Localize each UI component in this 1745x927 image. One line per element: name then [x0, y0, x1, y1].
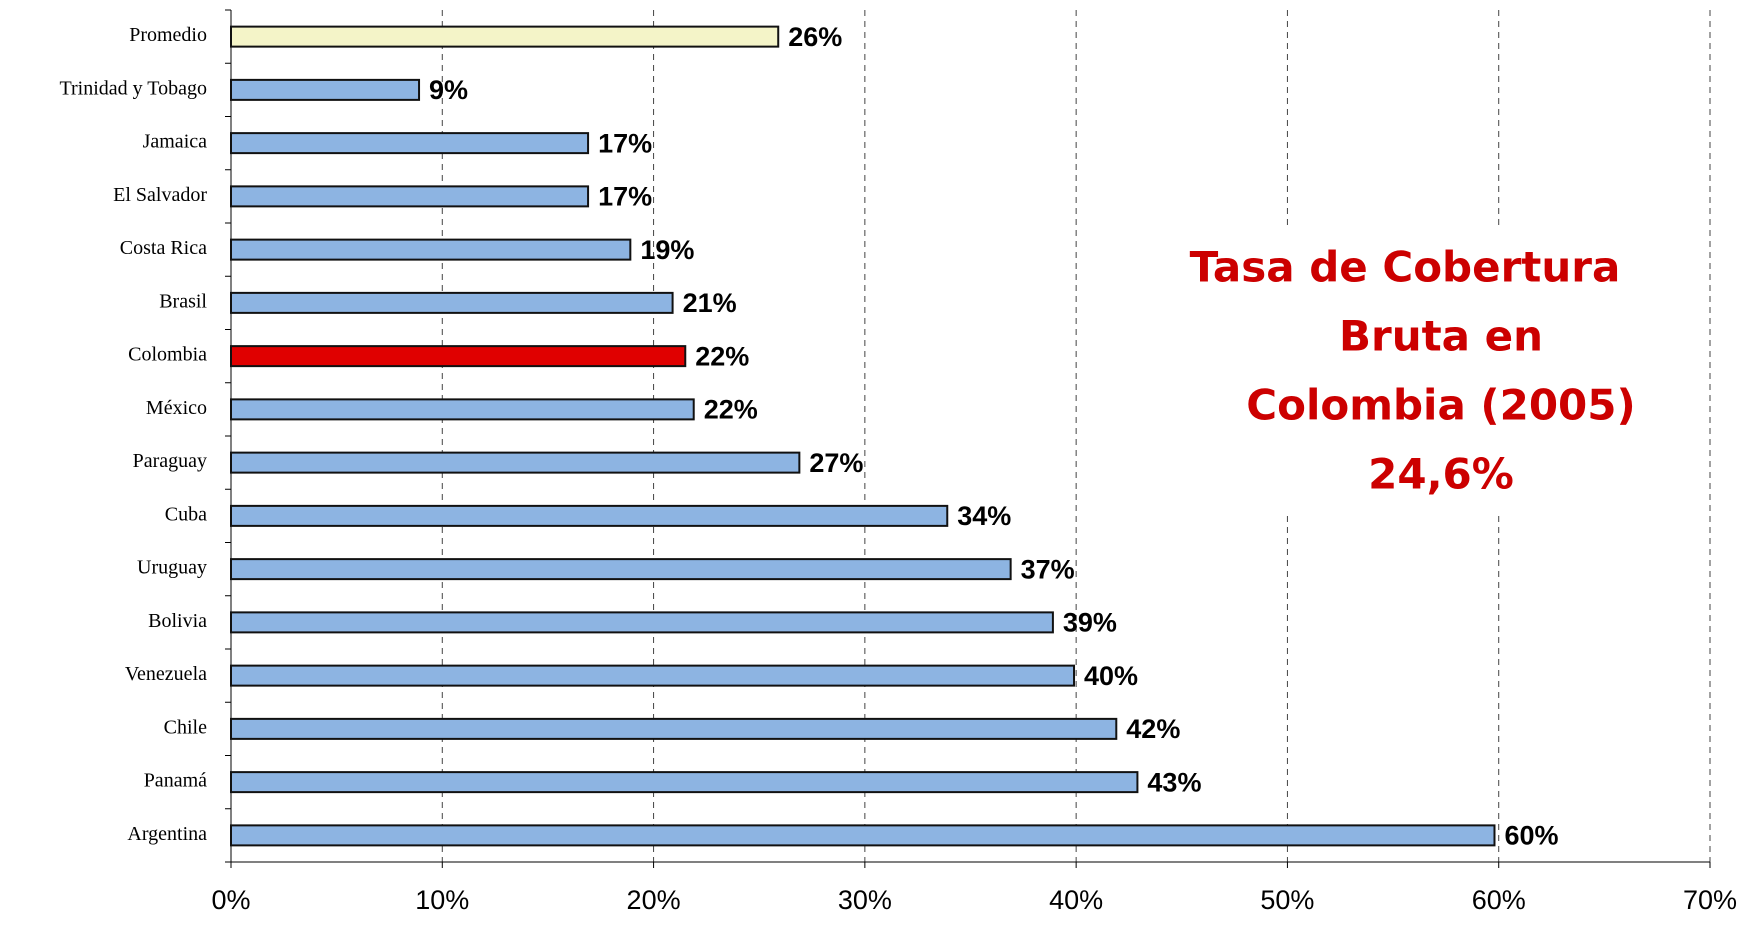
y-tick-label: Paraguay: [133, 450, 207, 472]
y-tick-label: El Salvador: [113, 184, 207, 206]
x-tick-label: 20%: [627, 885, 681, 915]
x-tick-label: 60%: [1472, 885, 1526, 915]
value-label: 40%: [1084, 661, 1138, 691]
value-label: 22%: [695, 341, 749, 371]
bar: [230, 398, 695, 421]
bar: [230, 238, 632, 261]
value-label: 22%: [704, 395, 758, 425]
value-label: 60%: [1504, 821, 1558, 851]
x-tick-label: 30%: [838, 885, 892, 915]
value-label: 43%: [1147, 767, 1201, 797]
x-tick-label: 40%: [1049, 885, 1103, 915]
bar: [230, 291, 674, 314]
value-label: 27%: [809, 448, 863, 478]
y-tick-label: Argentina: [127, 823, 207, 845]
y-tick-label: México: [146, 397, 207, 419]
annotation: 24,6%: [1368, 450, 1514, 499]
y-tick-label: Trinidad y Tobago: [60, 77, 208, 99]
bar: [230, 771, 1139, 794]
y-tick-label: Chile: [164, 716, 207, 738]
y-tick-label: Uruguay: [137, 557, 207, 579]
bar: [230, 664, 1076, 687]
bar: [230, 611, 1054, 634]
value-label: 17%: [598, 128, 652, 158]
value-label: 26%: [788, 22, 842, 52]
annotation: Colombia (2005): [1246, 381, 1635, 430]
x-tick-label: 70%: [1683, 885, 1737, 915]
bar: [230, 824, 1496, 847]
y-tick-label: Panamá: [144, 770, 207, 792]
value-label: 39%: [1063, 608, 1117, 638]
annotation: Bruta en: [1339, 312, 1543, 361]
y-tick-label: Venezuela: [125, 663, 207, 685]
y-tick-label: Costa Rica: [120, 237, 207, 259]
bar: [230, 717, 1118, 740]
x-tick-label: 10%: [415, 885, 469, 915]
bar: [230, 132, 590, 155]
value-label: 37%: [1021, 554, 1075, 584]
annotation-background: [1180, 225, 1650, 515]
value-label: 21%: [683, 288, 737, 318]
bar: [230, 78, 421, 101]
value-label: 42%: [1126, 714, 1180, 744]
y-tick-label: Bolivia: [148, 610, 207, 632]
y-tick-label: Cuba: [165, 503, 207, 525]
value-label: 9%: [429, 75, 468, 105]
bar: [230, 345, 687, 368]
y-tick-label: Jamaica: [143, 131, 208, 153]
bar: [230, 558, 1012, 581]
value-label: 19%: [640, 235, 694, 265]
bar: [230, 451, 801, 474]
annotation: Tasa de Cobertura: [1190, 243, 1621, 292]
x-tick-label: 0%: [211, 885, 250, 915]
y-tick-label: Colombia: [128, 344, 207, 366]
y-tick-label: Promedio: [129, 24, 207, 46]
bar: [230, 504, 949, 527]
x-tick-label: 50%: [1260, 885, 1314, 915]
bar: [230, 185, 590, 208]
value-label: 34%: [957, 501, 1011, 531]
y-tick-label: Brasil: [159, 290, 207, 312]
bar: [230, 25, 780, 48]
value-label: 17%: [598, 182, 652, 212]
